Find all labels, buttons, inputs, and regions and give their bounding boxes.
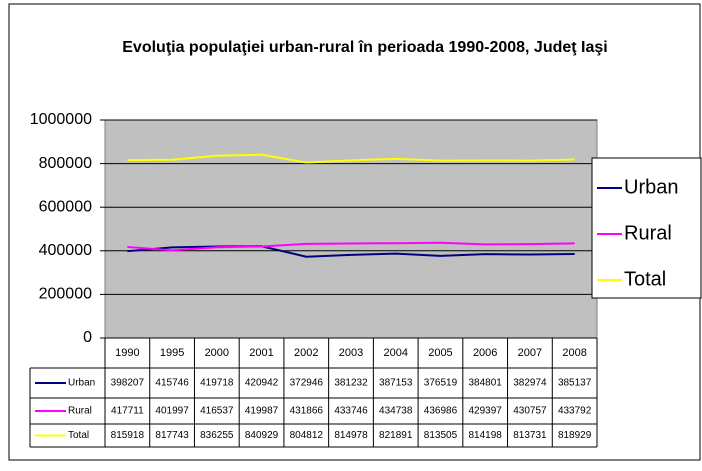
table-value: 814198 <box>468 430 502 441</box>
table-value: 420942 <box>245 378 279 389</box>
table-value: 815918 <box>111 430 145 441</box>
x-tick-label: 2004 <box>383 347 407 359</box>
x-tick-label: 1990 <box>115 347 139 359</box>
table-value: 433746 <box>334 406 368 417</box>
table-series-name: Rural <box>68 406 92 417</box>
legend-label: Rural <box>624 222 672 244</box>
table-value: 804812 <box>290 430 324 441</box>
table-value: 429397 <box>468 406 502 417</box>
y-tick-label: 1000000 <box>30 111 92 128</box>
x-tick-label: 2000 <box>205 347 229 359</box>
x-tick-label: 2005 <box>428 347 452 359</box>
table-value: 385137 <box>558 378 592 389</box>
table-value: 387153 <box>379 378 413 389</box>
x-tick-label: 1995 <box>160 347 184 359</box>
legend-label: Total <box>624 268 666 290</box>
table-value: 813505 <box>424 430 458 441</box>
table-value: 814978 <box>334 430 368 441</box>
y-tick-label: 400000 <box>39 242 92 259</box>
table-value: 840929 <box>245 430 279 441</box>
table-value: 436986 <box>424 406 458 417</box>
table-value: 431866 <box>290 406 324 417</box>
x-tick-label: 2001 <box>249 347 273 359</box>
table-value: 398207 <box>111 378 145 389</box>
x-tick-label: 2003 <box>339 347 363 359</box>
table-value: 384801 <box>468 378 502 389</box>
table-value: 419987 <box>245 406 279 417</box>
y-tick-label: 800000 <box>39 155 92 172</box>
series-line <box>127 241 575 252</box>
table-value: 417711 <box>111 406 144 417</box>
plot-area <box>104 119 598 339</box>
table-value: 433792 <box>558 406 592 417</box>
x-tick-label: 2006 <box>473 347 497 359</box>
table-value: 401997 <box>155 406 189 417</box>
table-series-name: Total <box>68 430 89 441</box>
table-value: 434738 <box>379 406 413 417</box>
y-tick-label: 600000 <box>39 198 92 215</box>
table-value: 836255 <box>200 430 234 441</box>
table-value: 376519 <box>424 378 458 389</box>
x-tick-label: 2008 <box>562 347 586 359</box>
x-tick-label: 2007 <box>518 347 542 359</box>
table-value: 381232 <box>334 378 368 389</box>
x-tick-label: 2002 <box>294 347 318 359</box>
table-value: 419718 <box>200 378 234 389</box>
table-value: 415746 <box>155 378 189 389</box>
table-value: 821891 <box>379 430 413 441</box>
legend-label: Urban <box>624 176 678 198</box>
table-value: 818929 <box>558 430 592 441</box>
series-line <box>127 153 575 164</box>
y-tick-label: 0 <box>83 329 92 346</box>
y-tick-label: 200000 <box>39 286 92 303</box>
table-value: 813731 <box>513 430 547 441</box>
table-value: 382974 <box>513 378 547 389</box>
table-value: 372946 <box>290 378 324 389</box>
table-series-name: Urban <box>68 378 95 389</box>
chart-title: Evoluţia populaţiei urban-rural în perio… <box>122 39 607 56</box>
series-line <box>127 245 575 258</box>
legend-box <box>591 157 702 299</box>
table-value: 817743 <box>155 430 189 441</box>
table-value: 416537 <box>200 406 234 417</box>
table-value: 430757 <box>513 406 547 417</box>
